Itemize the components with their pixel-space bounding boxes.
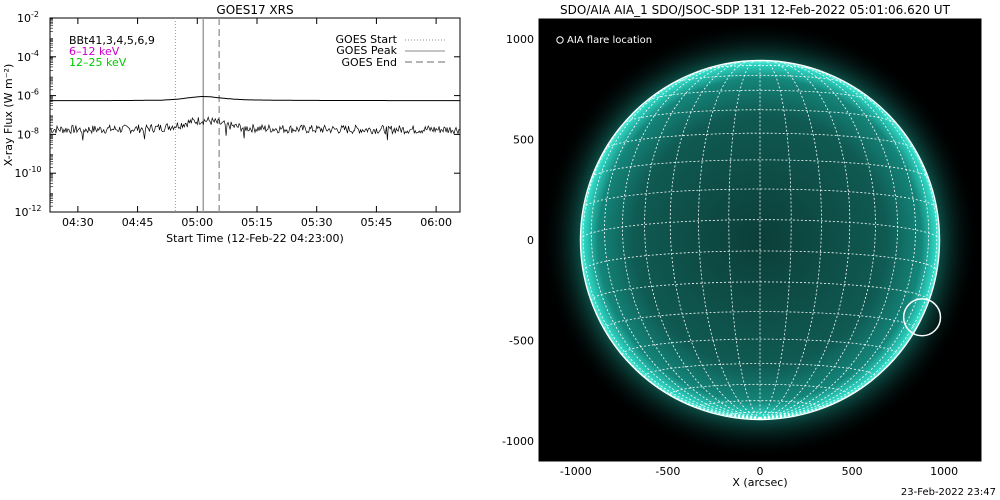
goes-series-long-line <box>50 96 460 102</box>
grid-line <box>622 109 898 125</box>
goes-y-tick-exp: -10 <box>28 165 41 174</box>
goes-channel-labels: BBt41,3,4,5,6,9 6–12 keV 12–25 keV <box>69 34 155 69</box>
grid-line <box>645 89 875 102</box>
aia-y-tick-label: 1000 <box>506 33 534 46</box>
goes-y-tick-label: 10-10 <box>14 165 41 180</box>
legend-goes-start: GOES Start <box>336 33 398 46</box>
grid-line <box>621 62 761 419</box>
grid-line <box>759 64 916 419</box>
aia-chart-title: SDO/AIA AIA_1 SDO/JSOC-SDP 131 12-Feb-20… <box>560 3 951 17</box>
sun-disk <box>580 60 940 420</box>
goes-y-tick-label: 10-6 <box>17 88 39 103</box>
goes-x-tick-label: 04:45 <box>122 216 154 229</box>
aia-y-tick-label: 0 <box>527 234 534 247</box>
aia-legend: AIA flare location <box>556 35 652 46</box>
goes-y-tick-exp: -12 <box>28 204 41 213</box>
grid-line <box>590 69 761 419</box>
goes-x-tick-label: 05:00 <box>181 216 213 229</box>
grid-line <box>604 311 916 330</box>
aia-legend-marker <box>556 36 564 44</box>
goes-y-tick-label: 10-8 <box>17 126 39 141</box>
flare-location-circle <box>902 298 942 337</box>
aia-y-tick-label: -1000 <box>502 435 534 448</box>
aia-x-tick-label: 0 <box>757 465 764 478</box>
aia-legend-label: AIA flare location <box>567 35 652 46</box>
goes-axis-ticks: 04:30 04:45 05:00 05:15 05:30 05:45 06:0010-21… <box>14 10 460 229</box>
grid-line <box>582 188 938 209</box>
goes-y-tick-exp: -2 <box>31 10 39 19</box>
goes-x-tick-label: 05:45 <box>361 216 393 229</box>
goes-x-tick-label: 05:30 <box>301 216 333 229</box>
goes-x-axis-label: Start Time (12-Feb-22 04:23:00) <box>166 232 344 245</box>
goes-series-group <box>49 96 461 141</box>
goes-y-tick-base: 10 <box>14 206 28 219</box>
channel-label-bbt: BBt41,3,4,5,6,9 <box>69 34 155 47</box>
channel-label-6-12kev: 6–12 keV <box>69 45 120 58</box>
aia-y-tick-label: 500 <box>513 134 534 147</box>
aia-x-tick-label: 1000 <box>930 465 958 478</box>
goes-y-tick-exp: -8 <box>31 126 39 135</box>
aia-axis-ticks: -1000 -500 0 500 1000 -1000 -500 0 500 1000 <box>502 33 958 478</box>
goes-legend: GOES Start GOES Peak GOES End <box>336 33 445 69</box>
grid-line <box>759 69 930 419</box>
aia-x-tick-label: 500 <box>842 465 863 478</box>
grid-line <box>672 74 848 84</box>
grid-line <box>759 62 899 419</box>
aia-x-axis-label: X (arcsec) <box>732 476 787 489</box>
goes-y-tick-label: 10-2 <box>17 10 39 25</box>
legend-goes-end: GOES End <box>341 56 397 69</box>
grid-line <box>698 60 761 419</box>
sun-limb <box>579 59 941 421</box>
goes-y-tick-base: 10 <box>17 51 31 64</box>
goes-chart-title: GOES17 XRS <box>216 3 293 17</box>
aia-y-tick-label: -500 <box>509 334 534 347</box>
goes-y-tick-label: 10-12 <box>14 204 41 219</box>
grid-line <box>591 159 929 178</box>
aia-x-tick-label: -1000 <box>560 465 592 478</box>
grid-line <box>622 338 898 355</box>
grid-line <box>759 60 822 419</box>
footer-timestamp: 23-Feb-2022 23:47 <box>900 487 996 498</box>
grid-line <box>728 411 792 416</box>
goes-x-tick-label: 06:00 <box>420 216 452 229</box>
grid-line <box>759 60 851 419</box>
goes-plot-frame <box>49 17 461 213</box>
goes-y-tick-exp: -6 <box>31 88 39 97</box>
grid-line <box>604 64 761 419</box>
goes-y-tick-base: 10 <box>17 90 31 103</box>
goes-y-tick-exp: -4 <box>31 49 39 58</box>
goes-y-tick-base: 10 <box>17 12 31 25</box>
grid-line <box>702 65 818 71</box>
goes-y-tick-base: 10 <box>17 128 31 141</box>
grid-line <box>698 400 822 408</box>
goes-y-tick-label: 10-4 <box>17 49 39 64</box>
aia-x-tick-label: -500 <box>655 465 680 478</box>
channel-label-12-25kev: 12–25 keV <box>69 56 127 69</box>
legend-goes-peak: GOES Peak <box>336 44 397 57</box>
goes-y-axis-label: X-ray Flux (W m⁻²) <box>2 64 15 166</box>
grid-line <box>669 60 761 419</box>
goes-x-tick-label: 04:30 <box>62 216 94 229</box>
goes-xrs-chart: GOES17 XRS 04:30 04:45 05:00 05:15 05:30 05:4… <box>2 3 461 245</box>
goes-series-short-line <box>49 116 461 141</box>
goes-y-tick-base: 10 <box>14 167 28 180</box>
goes-event-lines <box>174 18 220 212</box>
aia-image-panel: SDO/AIA AIA_1 SDO/JSOC-SDP 131 12-Feb-20… <box>502 3 982 489</box>
goes-x-tick-label: 05:15 <box>241 216 273 229</box>
